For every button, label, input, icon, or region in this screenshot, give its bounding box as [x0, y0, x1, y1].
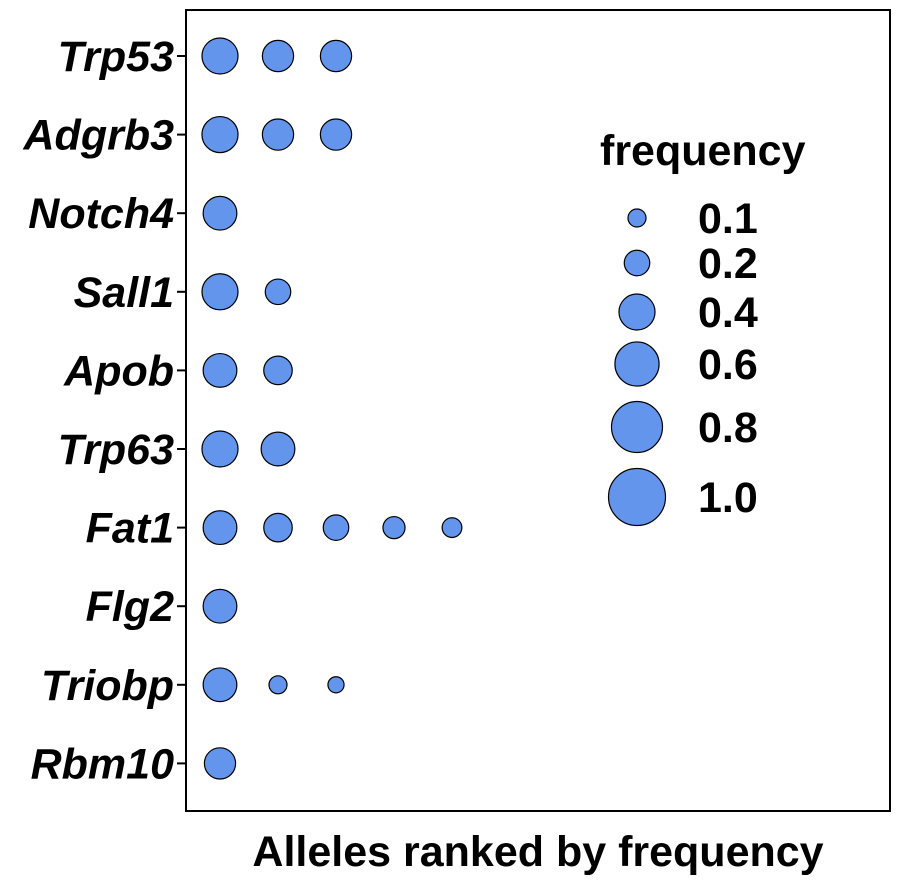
legend-label-0.1: 0.1: [698, 195, 758, 243]
point-sall1-2: [264, 278, 292, 306]
plot-panel: [185, 9, 891, 812]
point-fat1-4: [382, 515, 406, 540]
legend-key-0.8: [610, 400, 664, 454]
x-axis-title: Alleles ranked by frequency: [252, 828, 823, 876]
data-points: [201, 37, 463, 780]
point-sall1-1: [201, 273, 239, 311]
legend-key-1.0: [607, 467, 667, 527]
legend-label-0.4: 0.4: [698, 289, 758, 337]
legend-key-0.6: [614, 341, 660, 387]
size-legend: frequency 0.10.20.40.6 0.8 1.0: [600, 127, 806, 527]
legend-title: frequency: [600, 127, 806, 175]
point-triobp-3: [327, 676, 345, 694]
legend-label-0.8: 0.8: [698, 404, 758, 452]
y-axis-labels: Trp53 Adgrb3 Notch4 Sall1 Apob Trp63 Fat1 Flg2 T…: [23, 33, 175, 788]
point-fat1-5: [441, 517, 463, 539]
legend-key-0.2: [623, 249, 651, 277]
gene-label-notch4: Notch4: [28, 190, 174, 238]
point-trp63-1: [201, 430, 239, 468]
point-notch4-1: [202, 195, 238, 231]
y-axis-ticks: [177, 55, 186, 765]
point-apob-2: [263, 355, 293, 386]
gene-label-fat1: Fat1: [86, 505, 174, 553]
point-fat1-1: [202, 510, 238, 546]
gene-label-triobp: Triobp: [41, 662, 174, 710]
point-triobp-2: [268, 675, 288, 695]
point-rbm10-1: [203, 747, 237, 780]
gene-label-rbm10: Rbm10: [31, 740, 174, 788]
point-adgrb3-1: [201, 115, 239, 154]
legend-key-0.4: [618, 293, 656, 331]
gene-label-trp63: Trp63: [58, 426, 174, 474]
point-trp53-3: [319, 39, 353, 73]
legend-label-1.0: 1.0: [698, 474, 758, 522]
point-fat1-2: [263, 512, 293, 543]
point-apob-1: [202, 352, 238, 388]
point-trp53-1: [201, 37, 239, 75]
gene-label-sall1: Sall1: [74, 269, 174, 317]
point-triobp-1: [202, 667, 238, 703]
gene-label-flg2: Flg2: [86, 583, 174, 631]
legend-key-0.1: [627, 208, 647, 228]
legend-label-0.2: 0.2: [698, 240, 758, 288]
legend-label-0.6: 0.6: [698, 341, 758, 389]
gene-label-apob: Apob: [63, 347, 174, 395]
point-trp53-2: [261, 39, 295, 73]
point-fat1-3: [322, 514, 350, 541]
gene-label-trp53: Trp53: [58, 33, 174, 81]
point-flg2-1: [202, 588, 238, 624]
point-adgrb3-3: [319, 118, 353, 151]
point-adgrb3-2: [261, 118, 295, 151]
point-trp63-2: [260, 431, 296, 467]
gene-label-adgrb3: Adgrb3: [23, 112, 175, 160]
